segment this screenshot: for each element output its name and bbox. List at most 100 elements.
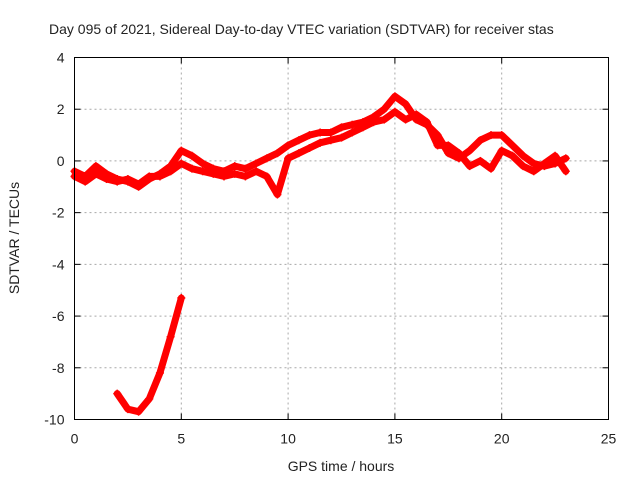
data-point <box>134 407 143 416</box>
data-point <box>284 141 293 150</box>
grid <box>74 57 609 420</box>
data-point <box>369 118 378 127</box>
data-point <box>561 154 570 163</box>
data-point <box>294 149 303 158</box>
data-point <box>134 180 143 189</box>
data-point <box>316 128 325 137</box>
data-point <box>123 405 132 414</box>
data-point <box>305 144 314 152</box>
data-point <box>241 164 250 173</box>
data-point <box>91 162 100 171</box>
data-point <box>187 151 196 160</box>
data-point <box>551 151 560 160</box>
data-point <box>209 169 218 178</box>
x-tick-label: 10 <box>280 431 296 447</box>
data-point <box>262 172 271 181</box>
data-point <box>348 120 357 129</box>
data-point <box>294 136 303 145</box>
data-point <box>519 162 528 171</box>
data-point <box>252 167 261 176</box>
data-point <box>230 169 239 178</box>
data-point <box>422 118 431 127</box>
data-point <box>508 141 517 150</box>
data-point <box>476 136 485 145</box>
series-layer <box>70 92 570 416</box>
chart-title: Day 095 of 2021, Sidereal Day-to-day VTE… <box>49 21 554 37</box>
data-point <box>487 164 496 173</box>
data-point <box>465 162 474 171</box>
data-point <box>113 177 122 186</box>
data-point <box>326 128 335 137</box>
y-axis-title: SDTVAR / TECUs <box>6 182 22 294</box>
x-tick-label: 15 <box>387 431 403 447</box>
data-point <box>123 175 132 184</box>
data-point <box>187 164 196 173</box>
data-point <box>273 190 282 199</box>
data-point <box>487 131 496 140</box>
data-point <box>198 159 207 168</box>
data-point <box>273 149 282 158</box>
data-point <box>145 394 154 403</box>
y-tick-label: 0 <box>57 153 65 169</box>
data-point <box>241 172 250 181</box>
y-tick-label: -8 <box>52 360 65 376</box>
data-point <box>102 175 111 184</box>
y-tick-label: -2 <box>52 205 65 221</box>
data-point <box>444 149 453 158</box>
y-tick-label: 4 <box>57 50 65 66</box>
x-tick-label: 25 <box>601 431 617 447</box>
y-tick-label: -10 <box>44 412 64 428</box>
data-point <box>561 167 570 176</box>
data-point <box>113 389 122 398</box>
data-point <box>198 167 207 176</box>
data-point <box>155 368 164 377</box>
data-point <box>316 138 325 147</box>
data-point <box>145 172 154 181</box>
data-point <box>497 146 506 155</box>
data-point <box>177 159 186 168</box>
data-point <box>177 293 186 302</box>
data-point <box>220 172 229 181</box>
data-point <box>519 151 528 160</box>
data-point <box>401 115 410 124</box>
data-point <box>401 100 410 109</box>
data-point <box>540 159 549 168</box>
data-point <box>497 131 506 140</box>
data-point <box>390 107 399 116</box>
data-point <box>390 92 399 101</box>
y-tick-label: -6 <box>52 308 65 324</box>
data-point <box>529 167 538 176</box>
data-point <box>508 151 517 160</box>
data-point <box>476 156 485 165</box>
data-point <box>529 159 538 168</box>
data-point <box>412 110 421 119</box>
data-point <box>433 141 442 150</box>
data-point <box>230 162 239 171</box>
data-point <box>262 154 271 163</box>
x-tick-label: 20 <box>494 431 510 447</box>
data-point <box>380 105 389 114</box>
data-point <box>358 123 367 132</box>
data-point <box>91 169 100 178</box>
x-tick-label: 0 <box>71 431 79 447</box>
y-tick-label: -4 <box>52 256 65 272</box>
data-point <box>166 332 175 341</box>
data-point <box>380 115 389 124</box>
series-track-3 <box>113 294 185 416</box>
x-tick-label: 5 <box>177 431 185 447</box>
x-axis-title: GPS time / hours <box>288 458 395 474</box>
data-point <box>284 154 293 163</box>
data-point <box>337 133 346 142</box>
data-point <box>337 123 346 132</box>
data-point <box>348 128 357 137</box>
data-point <box>166 167 175 176</box>
axis-ticks: 0 5 10 15 20 25 -10 -8 -6 -4 -2 0 2 4 <box>44 50 616 447</box>
data-point <box>252 159 261 168</box>
y-tick-label: 2 <box>57 101 65 117</box>
data-point <box>155 172 164 181</box>
plot-frame <box>74 57 609 420</box>
data-point <box>305 131 314 140</box>
data-point <box>444 141 453 150</box>
data-point <box>454 149 463 158</box>
